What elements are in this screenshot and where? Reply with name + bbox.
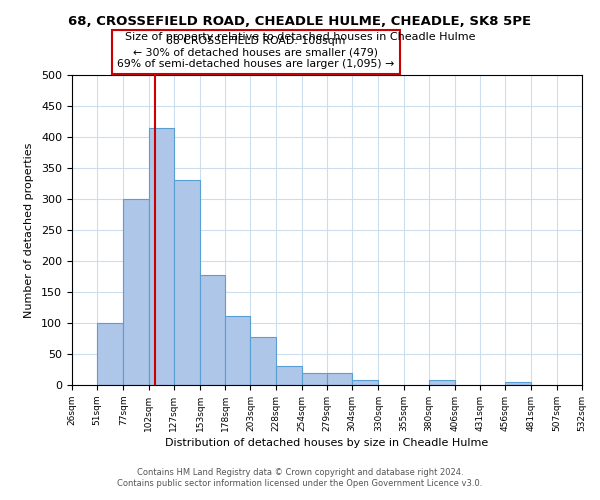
Bar: [505, 382, 530, 385]
Bar: [327, 372, 352, 385]
Bar: [97, 323, 124, 385]
Y-axis label: Number of detached properties: Number of detached properties: [24, 142, 34, 318]
Bar: [200, 274, 225, 385]
Text: 68 CROSSEFIELD ROAD: 108sqm
← 30% of detached houses are smaller (479)
69% of se: 68 CROSSEFIELD ROAD: 108sqm ← 30% of det…: [117, 36, 394, 69]
Bar: [149, 128, 174, 385]
Bar: [302, 372, 327, 385]
Bar: [124, 199, 149, 385]
Bar: [275, 366, 302, 385]
Bar: [250, 336, 275, 385]
Text: 68, CROSSEFIELD ROAD, CHEADLE HULME, CHEADLE, SK8 5PE: 68, CROSSEFIELD ROAD, CHEADLE HULME, CHE…: [68, 15, 532, 28]
Bar: [225, 316, 250, 385]
Text: Contains HM Land Registry data © Crown copyright and database right 2024.
Contai: Contains HM Land Registry data © Crown c…: [118, 468, 482, 487]
X-axis label: Distribution of detached houses by size in Cheadle Hulme: Distribution of detached houses by size …: [166, 438, 488, 448]
Bar: [429, 380, 455, 385]
Bar: [174, 180, 200, 385]
Bar: [352, 380, 379, 385]
Text: Size of property relative to detached houses in Cheadle Hulme: Size of property relative to detached ho…: [125, 32, 475, 42]
